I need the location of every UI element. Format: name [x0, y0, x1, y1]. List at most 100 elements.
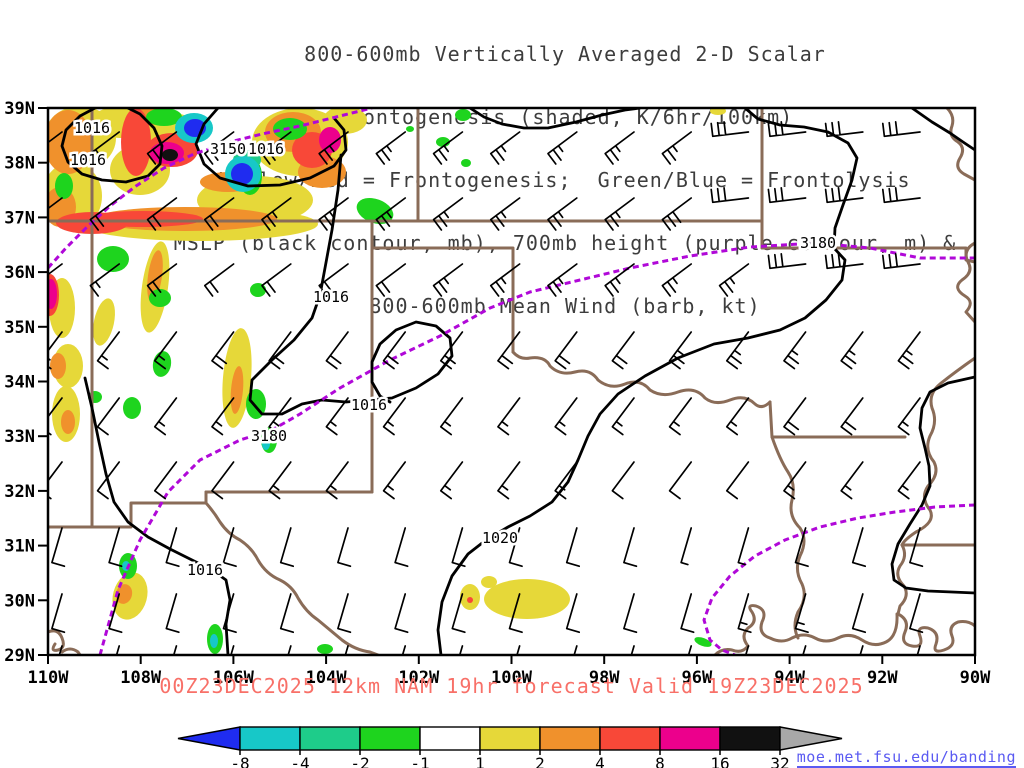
lat-axis-label: 34N: [4, 373, 35, 393]
lat-axis-label: 33N: [4, 427, 35, 447]
wind-barb: [203, 131, 235, 165]
isobar-right-c: [890, 375, 975, 595]
wind-barb: [451, 527, 466, 568]
wind-barb: [375, 197, 407, 231]
wind-barb: [508, 593, 523, 634]
frontogenesis-shading-layer: [48, 108, 726, 654]
wind-barb: [489, 197, 521, 231]
wind-barb: [203, 263, 235, 297]
wind-barb: [89, 197, 121, 231]
title-line-1: 800-600mb Vertically Averaged 2-D Scalar: [304, 42, 826, 66]
contour-label: 3180: [251, 427, 287, 445]
gulf-coast: [713, 604, 975, 655]
wind-barb: [497, 461, 521, 500]
contour-label: 1016: [74, 119, 110, 137]
wind-barb: [325, 331, 349, 370]
wind-barb: [840, 397, 864, 436]
colorbar-segment: [299, 726, 361, 751]
contour-label: 1016: [248, 140, 284, 158]
isobar-1016-sw: [83, 376, 232, 655]
mississippi-river-north: [945, 108, 975, 182]
wind-barb: [325, 397, 349, 436]
wind-barb: [824, 187, 864, 204]
wind-barb: [48, 263, 63, 276]
colorbar-value-label: 32: [770, 754, 789, 768]
wind-barb: [916, 645, 921, 655]
wind-barb: [687, 645, 693, 655]
height-3180: [98, 241, 975, 655]
wind-barb: [146, 197, 178, 231]
wind-barb: [725, 397, 750, 436]
wind-barb: [851, 593, 867, 634]
contour-label: 3180: [800, 234, 836, 252]
wind-barb: [165, 593, 180, 634]
contour-label: 3150: [210, 140, 246, 158]
colorbar-right-arrow: [779, 726, 843, 751]
wind-barb: [851, 527, 867, 568]
colorbar-value-label: -4: [290, 754, 309, 768]
lat-axis-label: 31N: [4, 537, 35, 557]
wind-barb: [375, 263, 407, 297]
wind-barb: [96, 331, 121, 370]
wind-barb: [604, 197, 635, 231]
wind-barb: [783, 461, 807, 500]
lon-axis-label: 90W: [960, 668, 991, 688]
lat-axis-label: 37N: [4, 208, 35, 228]
lat-axis-label: 38N: [4, 154, 35, 174]
wind-barb: [211, 331, 235, 370]
colorbar-value-label: -1: [410, 754, 429, 768]
wind-barb: [432, 197, 464, 231]
wind-barb: [604, 131, 635, 165]
wind-barb: [802, 645, 807, 655]
wind-barb: [96, 397, 121, 436]
title-line-5: 800-600mb Mean Wind (barb, kt): [369, 294, 761, 318]
lat-axis-label: 29N: [4, 646, 35, 666]
wind-barb: [897, 397, 921, 436]
wind-barb: [710, 187, 750, 204]
cortez-coast: [48, 629, 82, 655]
wind-barb: [668, 461, 693, 500]
colorbar-value-label: 1: [475, 754, 485, 768]
wind-barb: [394, 527, 409, 568]
wind-barb: [516, 645, 521, 655]
wind-barb: [680, 527, 693, 566]
wind-barb: [279, 593, 295, 634]
lat-axis-label: 36N: [4, 263, 35, 283]
wind-barb: [261, 263, 292, 297]
height-3210-arc: [702, 503, 975, 655]
contour-label: 1016: [351, 396, 387, 414]
rio-grande: [204, 501, 380, 655]
lat-axis-label: 39N: [4, 99, 35, 119]
wind-barb: [508, 527, 523, 568]
contour-label: 1020: [482, 529, 518, 547]
site-link[interactable]: moe.met.fsu.edu/banding: [796, 748, 1016, 768]
wind-barb: [451, 593, 466, 634]
colorbar-value-label: 2: [535, 754, 545, 768]
wind-barb: [287, 645, 292, 655]
lat-axis-label: 35N: [4, 318, 35, 338]
wind-barb: [432, 131, 464, 165]
wind-barb: [611, 461, 635, 500]
wind-barb: [375, 131, 407, 165]
wind-barb: [48, 461, 63, 500]
wind-barb: [668, 331, 693, 370]
wind-barb: [565, 593, 581, 634]
wind-barb: [897, 461, 921, 500]
lon-axis-label: 102W: [398, 668, 440, 688]
wind-barb: [268, 461, 292, 500]
nm-bootheel: [48, 490, 208, 529]
isobar-1020-long: [436, 108, 859, 655]
wind-barb: [108, 527, 123, 568]
wind-barb: [840, 461, 864, 500]
wind-barb: [432, 263, 464, 297]
wind-barb: [382, 397, 407, 436]
wind-barb: [222, 527, 237, 568]
wind-barb: [767, 253, 807, 270]
lat-axis-label: 30N: [4, 591, 35, 611]
isobar-top-dip: [468, 108, 642, 130]
wind-barb: [146, 131, 178, 165]
wind-barb: [737, 593, 752, 634]
isobar-top-right: [910, 108, 975, 152]
